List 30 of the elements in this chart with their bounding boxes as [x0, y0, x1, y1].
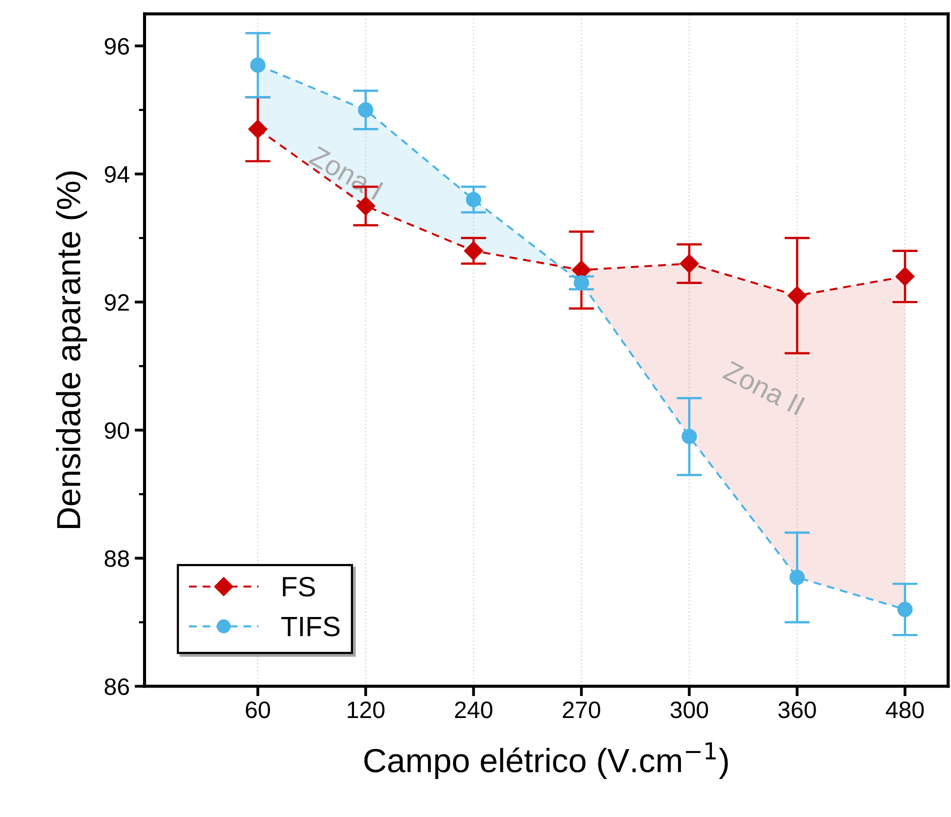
point	[789, 570, 805, 586]
y-tick-label: 94	[104, 166, 130, 183]
point	[788, 286, 807, 306]
annotation: Zona II	[722, 360, 805, 416]
point	[682, 428, 697, 444]
y-tick-label: 90	[104, 422, 130, 439]
point	[574, 275, 590, 290]
point	[250, 57, 266, 73]
point	[358, 102, 374, 118]
point	[248, 120, 268, 139]
y-tick-label: 96	[104, 38, 129, 55]
y-axis-title: Densidade aparante (%)	[56, 171, 88, 528]
legend-label: FS	[282, 576, 315, 597]
point	[466, 192, 482, 208]
x-tick-label: 360	[778, 701, 816, 718]
x-tick-label: 60	[246, 701, 270, 718]
point	[680, 254, 699, 274]
y-tick-label: 88	[104, 550, 129, 567]
x-tick-label: 300	[670, 701, 708, 718]
legend-label: TIFS	[281, 616, 340, 636]
y-tick-label: 86	[104, 678, 129, 696]
x-tick-label: 480	[886, 701, 924, 718]
x-tick-label: 240	[455, 701, 492, 718]
y-tick-label: 92	[104, 294, 129, 311]
x-axis-title: Campo elétrico (V.cm$^{−1}$)	[364, 742, 728, 780]
point	[897, 602, 913, 618]
x-tick-label: 270	[562, 701, 600, 718]
point	[895, 266, 915, 286]
point	[464, 241, 484, 260]
x-tick-label: 120	[348, 701, 384, 718]
